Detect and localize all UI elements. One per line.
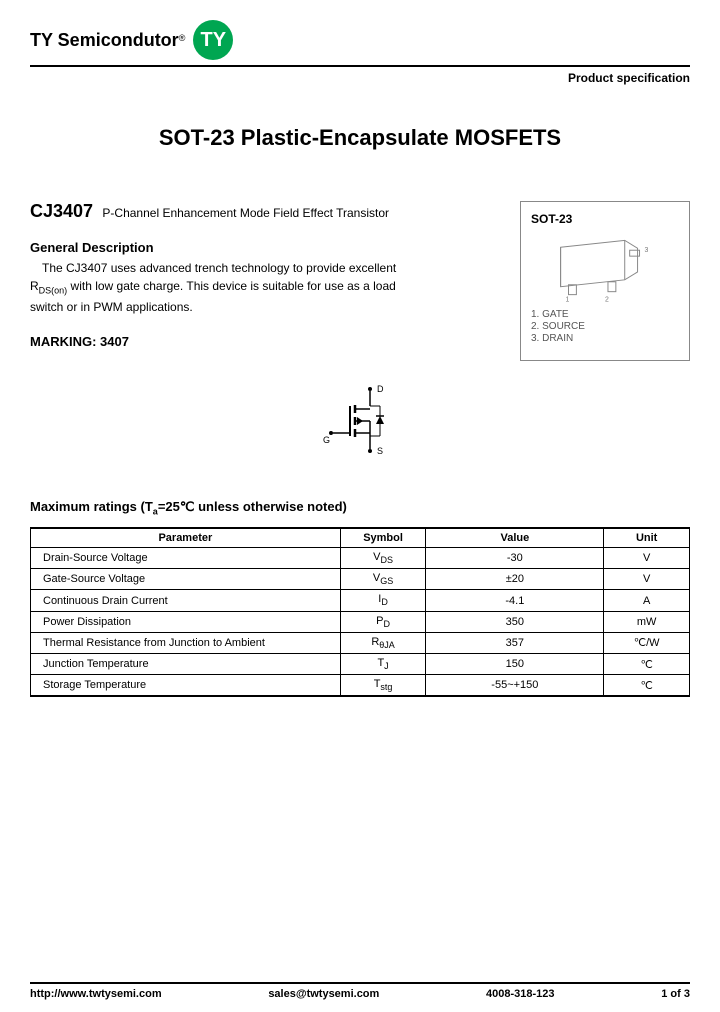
svg-text:1: 1 (566, 297, 570, 302)
package-title: SOT-23 (531, 212, 679, 226)
svg-text:2: 2 (605, 297, 609, 302)
ratings-heading: Maximum ratings (Ta=25℃ unless otherwise… (30, 499, 690, 517)
part-subtitle: P-Channel Enhancement Mode Field Effect … (102, 206, 389, 220)
part-number: CJ3407 (30, 201, 93, 221)
svg-text:G: G (323, 435, 330, 445)
footer-url: http://www.twtysemi.com (30, 988, 162, 1000)
package-pins: 1. GATE 2. SOURCE 3. DRAIN (531, 309, 679, 344)
page-footer: http://www.twtysemi.com sales@twtysemi.c… (30, 982, 690, 1000)
svg-text:D: D (377, 384, 384, 394)
part-line: CJ3407 P-Channel Enhancement Mode Field … (30, 201, 490, 222)
table-row: Continuous Drain CurrentID-4.1A (31, 590, 690, 611)
page-title: SOT-23 Plastic-Encapsulate MOSFETS (30, 125, 690, 151)
table-row: Gate-Source VoltageVGS±20V (31, 569, 690, 590)
footer-email: sales@twtysemi.com (268, 988, 379, 1000)
brand-logo-icon: TY (193, 20, 233, 60)
table-row: Power DissipationPD350mW (31, 611, 690, 632)
table-row: Storage TemperatureTstg-55~+150℃ (31, 675, 690, 697)
table-row: Thermal Resistance from Junction to Ambi… (31, 632, 690, 653)
brand-name: TY Semicondutor® (30, 30, 185, 51)
description-heading: General Description (30, 240, 490, 255)
svg-text:S: S (377, 446, 383, 456)
page-header: TY Semicondutor® TY (30, 20, 690, 67)
table-header-row: Parameter Symbol Value Unit (31, 528, 690, 548)
spec-label: Product specification (30, 71, 690, 85)
marking-label: MARKING: 3407 (30, 334, 490, 349)
ratings-table: Parameter Symbol Value Unit Drain-Source… (30, 527, 690, 698)
footer-phone: 4008-318-123 (486, 988, 555, 1000)
package-box: SOT-23 1 2 3 1. GATE 2. SOURCE 3. DRAIN (520, 201, 690, 361)
footer-page: 1 of 3 (661, 988, 690, 1000)
description-text: The CJ3407 uses advanced trench technolo… (30, 259, 490, 316)
mosfet-schematic-icon: D G S (30, 381, 690, 464)
table-row: Junction TemperatureTJ150℃ (31, 654, 690, 675)
svg-text:3: 3 (644, 247, 648, 254)
table-row: Drain-Source VoltageVDS-30V (31, 548, 690, 569)
brand-block: TY Semicondutor® TY (30, 20, 233, 60)
package-outline-icon: 1 2 3 (531, 232, 679, 302)
